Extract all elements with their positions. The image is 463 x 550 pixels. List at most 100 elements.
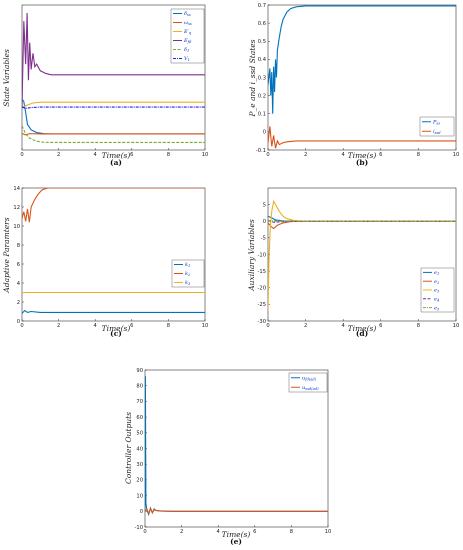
legend-entry: δ1 bbox=[184, 47, 189, 53]
y-tick-label: -10 bbox=[135, 525, 143, 531]
series-line-a-2 bbox=[22, 132, 205, 136]
y-tick-label: 0 bbox=[140, 509, 143, 515]
x-tick-label: 8 bbox=[417, 152, 420, 158]
legend-entry: e5 bbox=[434, 305, 440, 311]
y-tick-label: 4 bbox=[17, 281, 21, 287]
chart-panel-b: 0 2 4 6 8 10-0.100.10.20.30.40.50.60.7Pssissd… bbox=[248, 3, 459, 167]
series-line-e-1 bbox=[145, 376, 328, 517]
legend-entry: k2 bbox=[185, 271, 191, 277]
series-line-d-2 bbox=[268, 220, 456, 230]
y-tick-label: 90 bbox=[136, 368, 143, 374]
chart-panel-a: 0 2 4 6 8 10 δss ωss E′q Efd δ1 V1 Time(s) State Vari… bbox=[2, 4, 209, 167]
series-line-a-6 bbox=[22, 106, 205, 109]
panel-label: (d) bbox=[356, 329, 368, 338]
y-tick-label: 12 bbox=[13, 205, 20, 211]
x-axis-label: Time(s) bbox=[102, 151, 131, 160]
x-tick-label: 2 bbox=[304, 323, 307, 329]
legend-entry: V1 bbox=[184, 56, 190, 62]
legend-entry: e4 bbox=[434, 297, 440, 303]
y-tick-label: -30 bbox=[258, 319, 266, 325]
y-tick-label: 0.1 bbox=[258, 112, 266, 118]
y-tick-label: 70 bbox=[136, 399, 143, 405]
y-tick-label: -20 bbox=[258, 286, 266, 292]
legend-entry: E′q bbox=[183, 29, 192, 35]
x-axis-label: Time(s) bbox=[348, 324, 377, 333]
y-tick-label: 0.2 bbox=[258, 93, 266, 99]
x-axis-label: Time(s) bbox=[348, 151, 377, 160]
y-tick-label: 14 bbox=[13, 186, 20, 192]
y-tick-label: 0.4 bbox=[258, 57, 267, 63]
plot-frame bbox=[21, 4, 206, 151]
legend-entry: k1 bbox=[185, 262, 190, 268]
legend-entry: issd bbox=[433, 129, 441, 135]
x-tick-label: 0 bbox=[20, 152, 23, 158]
y-axis-label: Controller Outputs bbox=[124, 412, 133, 484]
y-tick-label: 0 bbox=[263, 130, 266, 136]
y-tick-label: 80 bbox=[136, 384, 143, 390]
legend-entry: e3 bbox=[434, 288, 440, 294]
x-tick-label: 4 bbox=[94, 323, 98, 329]
legend-entry: ussd(ad) bbox=[302, 385, 319, 391]
y-tick-label: 10 bbox=[136, 493, 143, 499]
x-tick-label: 6 bbox=[379, 323, 382, 329]
series-line-c-2 bbox=[22, 188, 205, 223]
x-tick-label: 4 bbox=[342, 323, 346, 329]
x-tick-label: 2 bbox=[57, 152, 60, 158]
series-line-a-5 bbox=[22, 125, 205, 144]
y-tick-label: 40 bbox=[136, 446, 143, 452]
chart-panel-c: 0 2 4 6 8 10 0 2 4 6 8 10 12 14 k1 k2 k3 Time(s) Adaptive … bbox=[2, 186, 208, 338]
y-axis-label: P_e and i_ssd States bbox=[248, 39, 257, 117]
y-tick-label: 0 bbox=[263, 219, 266, 225]
panel-label: (b) bbox=[356, 158, 368, 167]
panel-label: (e) bbox=[230, 537, 242, 546]
legend-d: e1 e2 e3 e4 e5 bbox=[420, 267, 455, 313]
y-axis-label: State Variables bbox=[2, 49, 11, 107]
x-tick-label: 8 bbox=[290, 529, 293, 535]
x-tick-label: 8 bbox=[167, 152, 170, 158]
x-tick-label: 10 bbox=[202, 152, 209, 158]
series-line-c-1 bbox=[22, 309, 205, 314]
y-axis-label: Adaptive Paramters bbox=[2, 217, 11, 293]
chart-panel-d: 0 2 4 6 8 10 -30 -25 -20 -15 -10 -5 0 5 e1 e2 e3 e4 e5 Time… bbox=[247, 187, 460, 338]
y-tick-label: 10 bbox=[13, 224, 20, 230]
y-tick-label: 0.7 bbox=[258, 3, 266, 9]
legend-entry: Efd bbox=[183, 38, 192, 44]
y-tick-label: -25 bbox=[258, 302, 266, 308]
panel-label: (c) bbox=[110, 329, 122, 338]
x-tick-label: 10 bbox=[325, 529, 332, 535]
y-tick-label: 2 bbox=[17, 300, 20, 306]
y-tick-label: 5 bbox=[263, 202, 266, 208]
legend-entry: e1 bbox=[434, 270, 439, 276]
y-tick-label: -0.1 bbox=[256, 148, 266, 154]
y-tick-label: 60 bbox=[136, 415, 143, 421]
chart-panel-e: 0 2 4 6 8 10-100102030405060708090ufd(ad)ussd… bbox=[124, 368, 331, 546]
y-axis-label: Auxiliary Variables bbox=[247, 219, 256, 292]
x-tick-label: 0 bbox=[266, 323, 269, 329]
series-line-e-2 bbox=[145, 506, 328, 516]
legend-entry: Pss bbox=[432, 119, 440, 125]
x-tick-label: 8 bbox=[167, 323, 170, 329]
x-axis-label: Time(s) bbox=[222, 530, 251, 539]
x-tick-label: 0 bbox=[20, 323, 23, 329]
x-tick-label: 10 bbox=[453, 152, 460, 158]
panel-label: (a) bbox=[110, 158, 122, 167]
x-tick-label: 10 bbox=[453, 323, 460, 329]
y-tick-label: 0.3 bbox=[258, 75, 266, 81]
x-tick-label: 8 bbox=[417, 323, 420, 329]
y-tick-label: 0.5 bbox=[258, 39, 266, 45]
series-line-a-4 bbox=[22, 13, 205, 108]
y-tick-label: 0.6 bbox=[258, 21, 266, 27]
y-tick-label: -10 bbox=[258, 252, 266, 258]
legend-b: Pss issd bbox=[419, 116, 455, 137]
x-tick-label: 6 bbox=[379, 152, 382, 158]
legend-entry: ωss bbox=[184, 20, 192, 26]
legend-box bbox=[170, 8, 205, 64]
x-tick-label: 2 bbox=[304, 152, 307, 158]
x-tick-label: 6 bbox=[130, 152, 133, 158]
y-tick-label: -5 bbox=[261, 236, 266, 242]
y-tick-label: 8 bbox=[17, 243, 20, 249]
x-tick-label: 2 bbox=[180, 529, 183, 535]
plot-frame bbox=[21, 187, 206, 322]
y-tick-label: -15 bbox=[258, 269, 266, 275]
